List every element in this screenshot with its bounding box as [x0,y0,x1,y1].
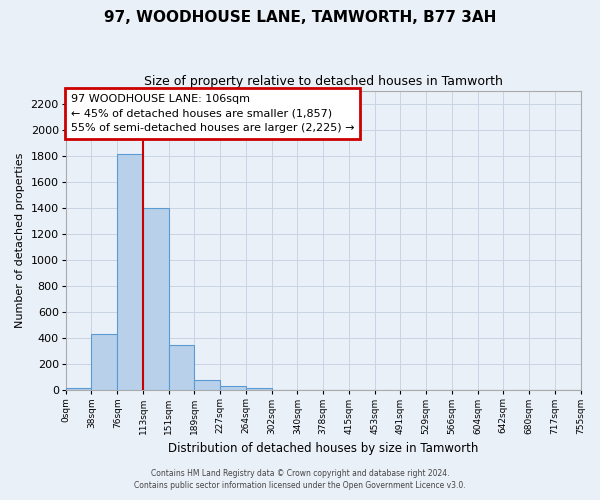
Text: Contains HM Land Registry data © Crown copyright and database right 2024.
Contai: Contains HM Land Registry data © Crown c… [134,468,466,490]
Bar [246,388,272,390]
Bar [169,344,194,391]
Title: Size of property relative to detached houses in Tamworth: Size of property relative to detached ho… [143,75,503,88]
Text: 97 WOODHOUSE LANE: 106sqm
← 45% of detached houses are smaller (1,857)
55% of se: 97 WOODHOUSE LANE: 106sqm ← 45% of detac… [71,94,355,133]
Bar [143,208,169,390]
Y-axis label: Number of detached properties: Number of detached properties [15,153,25,328]
Bar [194,380,220,390]
Bar [91,334,117,390]
X-axis label: Distribution of detached houses by size in Tamworth: Distribution of detached houses by size … [168,442,478,455]
Text: 97, WOODHOUSE LANE, TAMWORTH, B77 3AH: 97, WOODHOUSE LANE, TAMWORTH, B77 3AH [104,10,496,25]
Bar [220,386,246,390]
Bar [66,388,91,390]
Bar [117,154,143,390]
